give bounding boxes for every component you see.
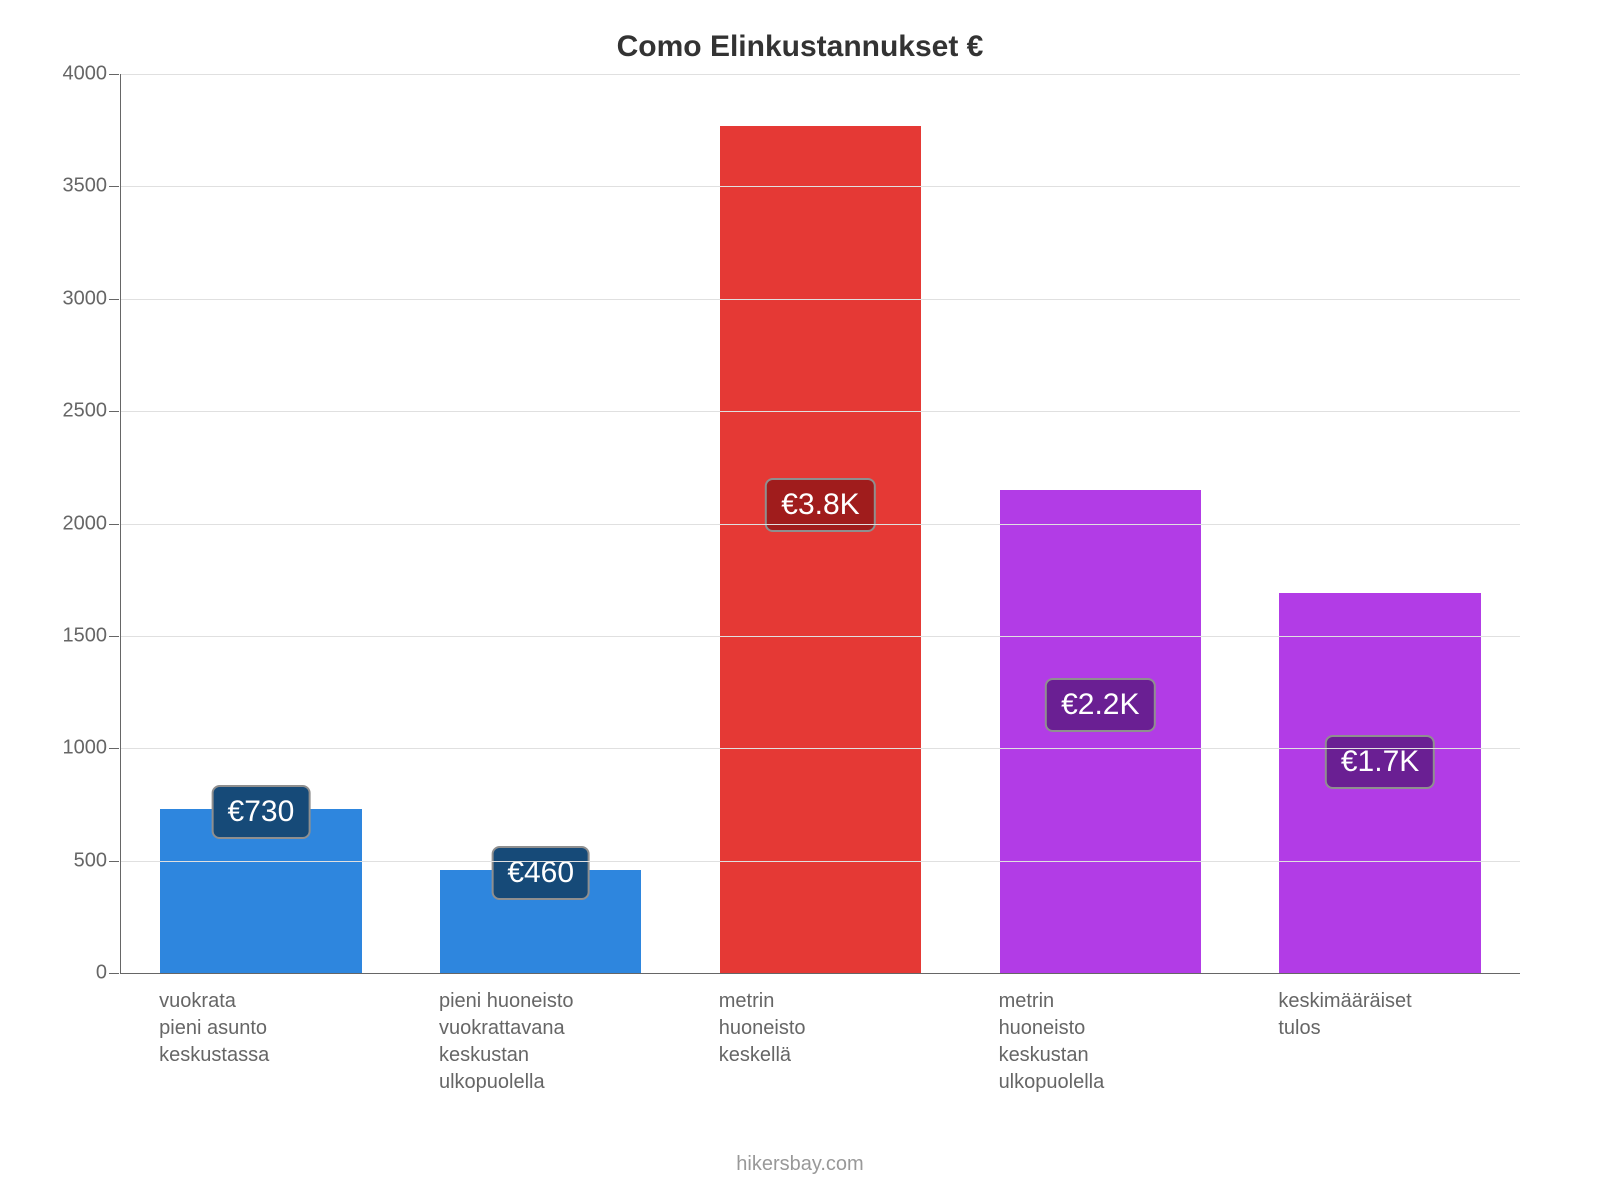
gridline — [121, 748, 1520, 749]
bar: €460 — [440, 870, 641, 973]
y-tick — [109, 636, 119, 637]
y-tick — [109, 973, 119, 974]
x-axis-category-label: keskimääräisettulos — [1278, 988, 1519, 1042]
bar: €730 — [160, 809, 361, 973]
plot-area: €730€460€3.8K€2.2K€1.7K 0500100015002000… — [120, 74, 1520, 974]
gridline — [121, 186, 1520, 187]
chart-container: Como Elinkustannukset € €730 €460 €3.8K €2.… — [0, 0, 1600, 1200]
gridline — [121, 524, 1520, 525]
y-axis-label: 0 — [96, 962, 107, 985]
y-axis-label: 3000 — [63, 287, 108, 310]
bar-value-badge: €1.7K — [1325, 735, 1435, 789]
y-axis-label: 4000 — [63, 63, 108, 86]
chart-title: Como Elinkustannukset € — [40, 30, 1560, 64]
y-tick — [109, 299, 119, 300]
bar-value-badge: €2.2K — [1045, 678, 1155, 732]
gridline — [121, 636, 1520, 637]
gridline — [121, 74, 1520, 75]
bar: €2.2K — [1000, 490, 1201, 973]
y-axis-label: 1000 — [63, 737, 108, 760]
bar: €1.7K — [1279, 593, 1480, 973]
gridline — [121, 411, 1520, 412]
y-tick — [109, 524, 119, 525]
x-axis-category-label: vuokratapieni asuntokeskustassa — [159, 988, 400, 1069]
y-axis-label: 2500 — [63, 400, 108, 423]
y-tick — [109, 74, 119, 75]
x-axis-labels: vuokratapieni asuntokeskustassa pieni huo… — [120, 974, 1520, 1154]
gridline — [121, 861, 1520, 862]
x-axis-category-label: metrinhuoneistokeskustanulkopuolella — [999, 988, 1240, 1096]
y-axis-label: 500 — [74, 849, 107, 872]
bar: €3.8K — [720, 126, 921, 973]
y-axis-label: 3500 — [63, 175, 108, 198]
y-axis-label: 1500 — [63, 624, 108, 647]
gridline — [121, 299, 1520, 300]
x-axis-category-label: pieni huoneistovuokrattavanakeskustanulk… — [439, 988, 680, 1096]
y-axis-label: 2000 — [63, 512, 108, 535]
y-tick — [109, 186, 119, 187]
y-tick — [109, 861, 119, 862]
y-tick — [109, 411, 119, 412]
y-tick — [109, 748, 119, 749]
bar-value-badge: €730 — [212, 785, 311, 839]
bar-value-badge: €460 — [491, 846, 590, 900]
attribution-text: hikersbay.com — [0, 1153, 1600, 1176]
x-axis-category-label: metrinhuoneistokeskellä — [719, 988, 960, 1069]
